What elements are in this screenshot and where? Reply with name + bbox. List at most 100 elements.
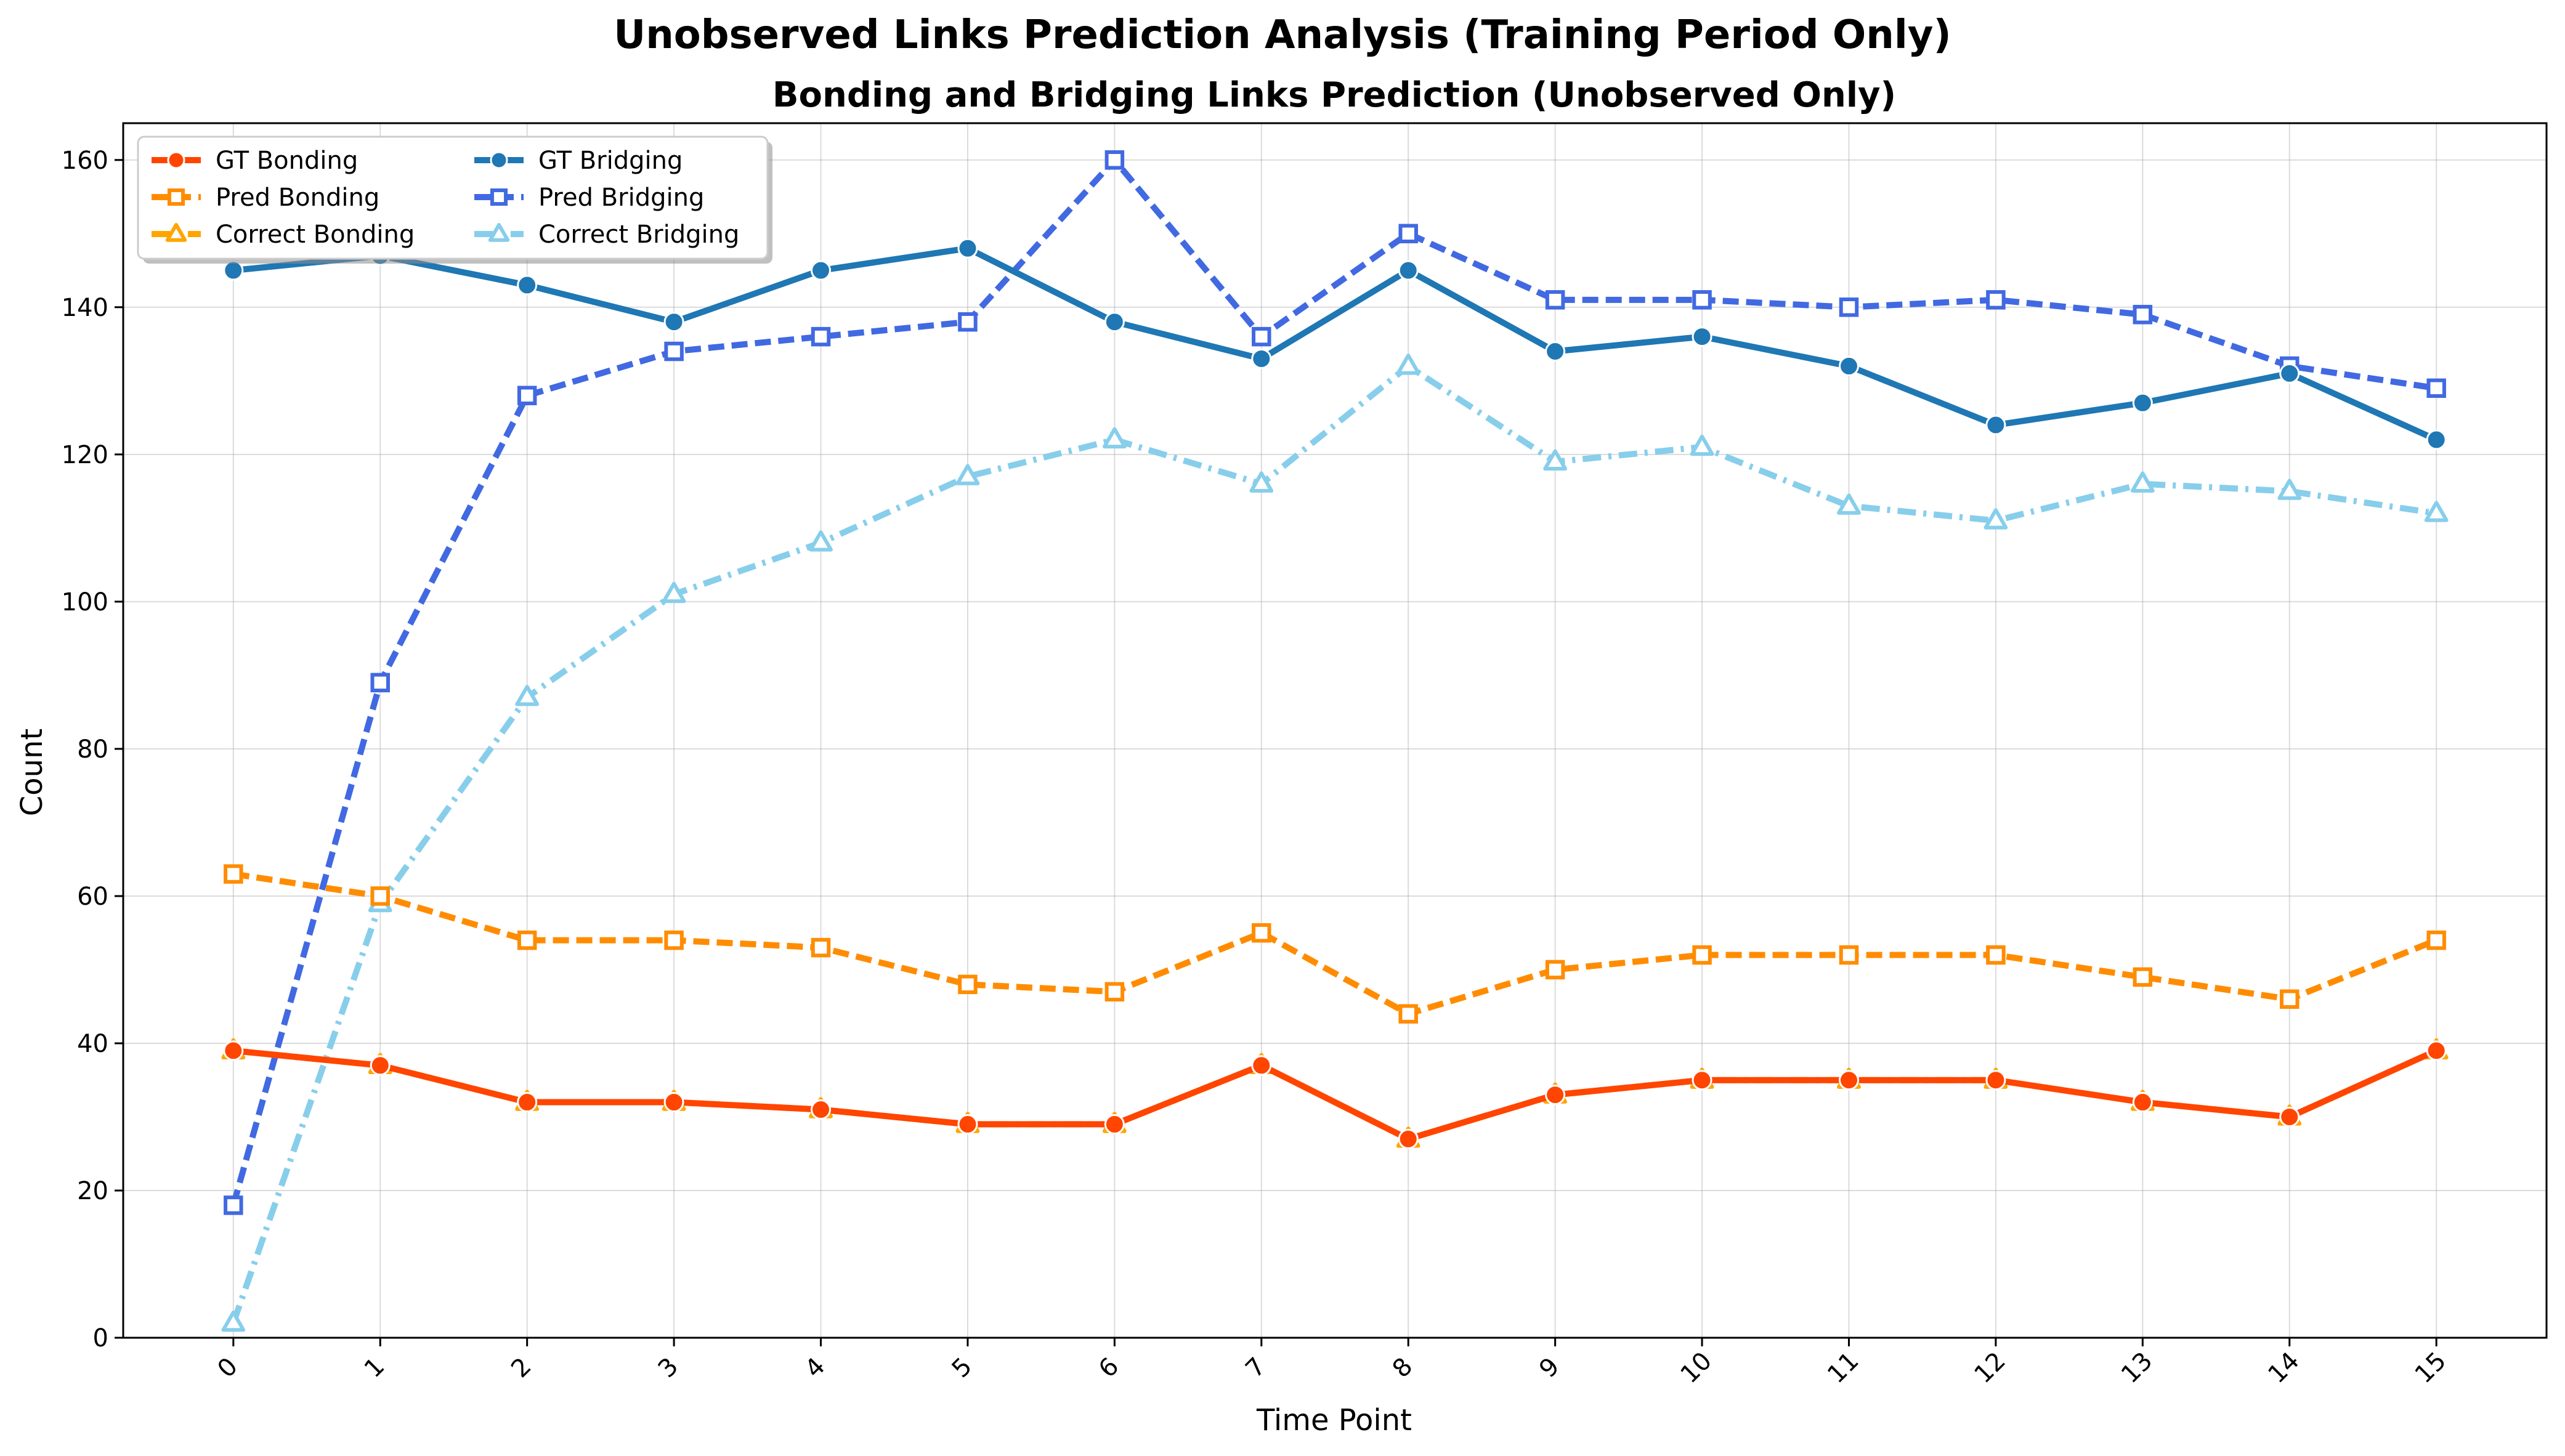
data-point-pred-bridging: [664, 341, 684, 362]
data-point-pred-bridging: [1839, 297, 1859, 317]
data-point-pred-bridging: [1545, 290, 1565, 310]
data-point-gt-bridging: [1692, 326, 1712, 347]
data-point-pred-bridging: [2426, 378, 2446, 398]
data-point-pred-bridging: [958, 312, 978, 332]
legend-marker: [167, 188, 185, 206]
data-point-pred-bridging: [1104, 150, 1125, 170]
data-point-gt-bridging: [2132, 392, 2153, 413]
data-point-correct-bridging: [2277, 479, 2302, 500]
data-point-pred-bridging: [224, 1195, 243, 1215]
data-point-gt-bonding: [2426, 1040, 2447, 1061]
legend-entry-correct-bridging: Correct Bridging: [474, 220, 739, 249]
legend: GT Bonding Pred Bonding Correct Bonding GT …: [137, 135, 772, 264]
series-layer: [221, 150, 2449, 1332]
data-point-gt-bonding: [517, 1092, 538, 1113]
data-point-pred-bridging: [1692, 290, 1712, 310]
data-point-pred-bridging: [1252, 326, 1271, 347]
data-point-correct-bridging: [955, 464, 980, 485]
legend-entry-gt-bridging: GT Bridging: [474, 147, 683, 175]
legend-marker: [167, 151, 185, 169]
legend-label: Pred Bridging: [538, 184, 704, 212]
data-point-correct-bridging: [662, 581, 686, 604]
legend-entry-correct-bonding: Correct Bonding: [152, 220, 415, 249]
legend-box: [137, 135, 769, 260]
y-tick-label: 80: [77, 735, 108, 764]
data-point-pred-bonding: [1252, 923, 1271, 943]
legend-marker: [165, 223, 187, 242]
data-point-pred-bonding: [2426, 930, 2446, 950]
legend-marker: [490, 151, 508, 169]
legend-label: Pred Bonding: [216, 184, 379, 212]
data-point-gt-bonding: [1692, 1070, 1712, 1091]
data-point-gt-bonding: [1104, 1114, 1125, 1134]
data-point-pred-bonding: [224, 864, 243, 884]
y-tick-label: 20: [77, 1177, 108, 1205]
data-point-gt-bridging: [223, 260, 244, 281]
series-gt-bridging: [223, 238, 2447, 450]
data-point-gt-bridging: [517, 275, 538, 296]
data-point-correct-bridging: [1543, 449, 1568, 471]
data-point-gt-bonding: [2279, 1106, 2300, 1127]
data-point-gt-bridging: [1251, 348, 1272, 369]
data-point-gt-bridging: [811, 260, 832, 281]
data-point-gt-bonding: [811, 1099, 832, 1120]
data-point-correct-bridging: [221, 1310, 246, 1332]
data-point-pred-bonding: [2280, 989, 2300, 1009]
y-tick-label: 160: [62, 147, 108, 175]
legend-label: GT Bridging: [538, 147, 683, 175]
data-point-pred-bonding: [1986, 945, 2006, 965]
data-point-correct-bridging: [1102, 427, 1127, 449]
data-point-gt-bridging: [1545, 341, 1566, 362]
legend-label: GT Bonding: [216, 147, 358, 175]
data-point-pred-bonding: [2133, 967, 2153, 987]
data-point-correct-bridging: [515, 684, 540, 706]
data-point-pred-bonding: [1839, 945, 1859, 965]
data-point-gt-bonding: [1985, 1070, 2006, 1091]
data-point-pred-bridging: [517, 386, 537, 405]
data-point-gt-bonding: [1838, 1070, 1859, 1091]
data-point-correct-bridging: [1249, 471, 1274, 493]
legend-label: Correct Bonding: [216, 220, 415, 249]
data-point-pred-bonding: [1545, 960, 1565, 980]
data-point-gt-bridging: [1838, 355, 1859, 376]
data-point-gt-bonding: [663, 1092, 684, 1113]
legend-label: Correct Bridging: [538, 220, 739, 249]
legend-entry-gt-bonding: GT Bonding: [152, 147, 358, 175]
data-point-gt-bridging: [1104, 312, 1125, 333]
data-point-pred-bonding: [958, 974, 978, 995]
y-tick-label: 0: [93, 1324, 108, 1353]
data-point-gt-bridging: [957, 238, 978, 259]
plot-frame: [122, 122, 2548, 1339]
data-point-pred-bridging: [370, 673, 390, 693]
data-point-correct-bridging: [1396, 354, 1420, 375]
y-tick-label: 40: [77, 1030, 108, 1058]
y-tick-label: 100: [62, 588, 108, 617]
series-gt-bonding: [223, 1040, 2447, 1149]
data-point-pred-bonding: [811, 937, 831, 958]
legend-entry-pred-bonding: Pred Bonding: [152, 184, 379, 212]
x-axis-label: Time Point: [1256, 1403, 1412, 1438]
data-point-gt-bridging: [663, 312, 684, 333]
y-tick-label: 140: [62, 294, 108, 322]
data-point-gt-bridging: [2279, 363, 2300, 384]
data-point-pred-bonding: [1692, 945, 1712, 965]
data-point-correct-bridging: [1984, 508, 2008, 530]
data-point-correct-bridging: [1690, 434, 1714, 456]
legend-entry-pred-bridging: Pred Bridging: [474, 184, 704, 212]
data-point-gt-bonding: [957, 1114, 978, 1134]
data-point-correct-bridging: [2130, 471, 2155, 493]
data-point-correct-bridging: [2424, 501, 2449, 522]
data-point-pred-bonding: [1104, 982, 1125, 1002]
data-point-gt-bridging: [1398, 260, 1419, 281]
series-line-pred-bridging: [230, 156, 2437, 1207]
data-point-pred-bridging: [1398, 224, 1418, 244]
data-point-correct-bridging: [809, 530, 833, 552]
data-point-correct-bridging: [1837, 493, 1861, 515]
legend-marker: [490, 188, 508, 206]
grid-lines: [123, 123, 2547, 1338]
data-point-pred-bridging: [2133, 304, 2153, 325]
series-line-gt-bonding: [233, 1047, 2438, 1143]
series-pred-bonding: [224, 864, 2446, 1024]
